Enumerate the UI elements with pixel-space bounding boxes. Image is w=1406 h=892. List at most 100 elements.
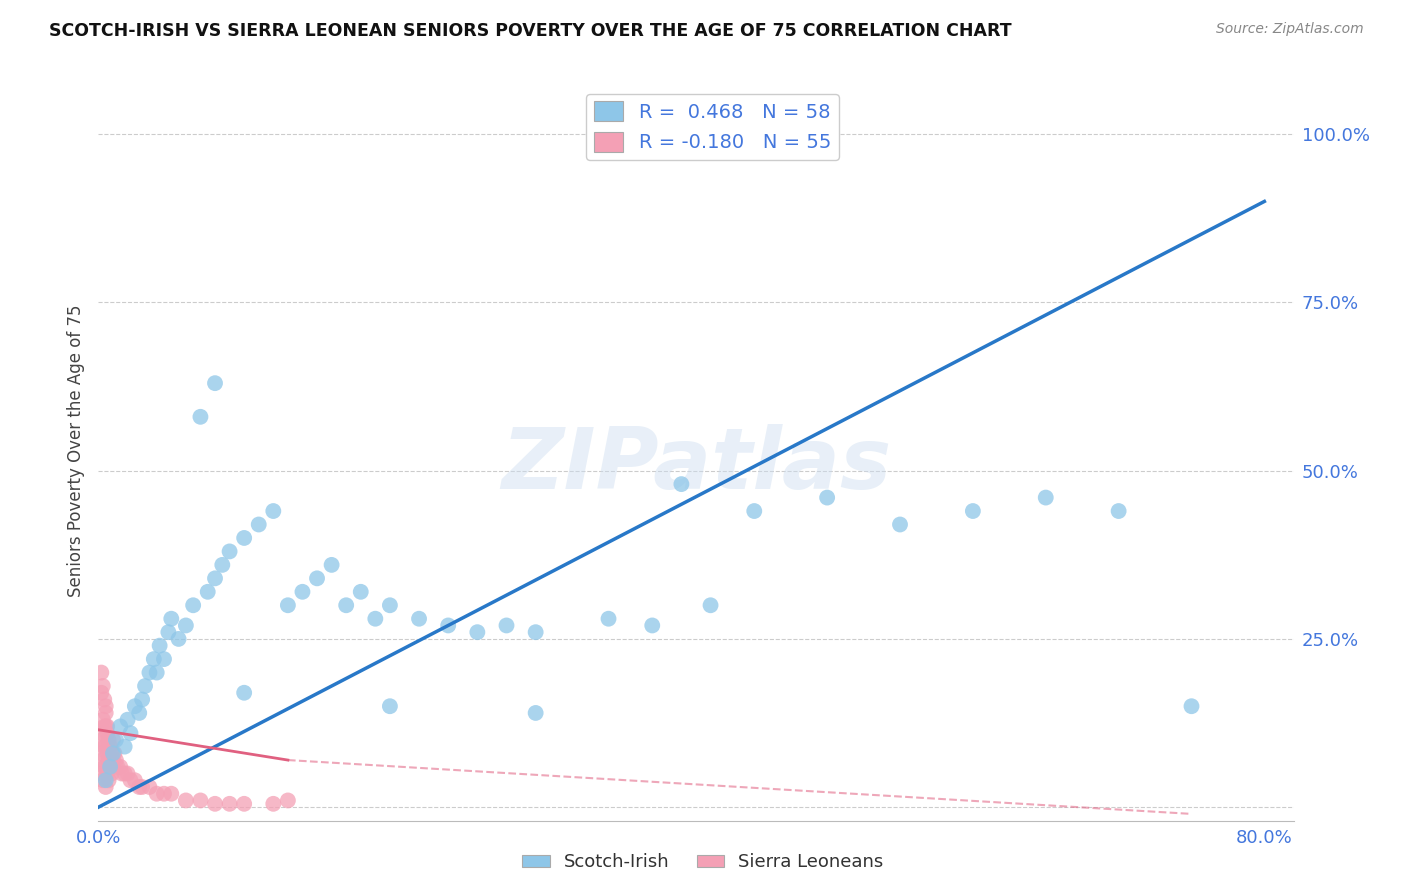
Point xyxy=(128,706,150,720)
Point xyxy=(1180,699,1202,714)
Point xyxy=(124,773,146,788)
Point xyxy=(149,639,172,653)
Point xyxy=(218,797,240,811)
Point xyxy=(94,739,117,754)
Point xyxy=(91,679,114,693)
Point xyxy=(110,760,132,774)
Point xyxy=(101,732,124,747)
Point xyxy=(233,797,256,811)
Point xyxy=(90,747,112,761)
Point xyxy=(291,584,314,599)
Point xyxy=(93,739,115,754)
Point xyxy=(94,719,117,733)
Point xyxy=(160,612,183,626)
Point xyxy=(138,665,160,680)
Point xyxy=(174,793,197,807)
Point xyxy=(742,504,765,518)
Point xyxy=(93,719,115,733)
Point xyxy=(94,699,117,714)
Point xyxy=(211,558,233,572)
Point xyxy=(495,618,517,632)
Point xyxy=(117,766,139,780)
Point xyxy=(181,599,204,613)
Point xyxy=(101,747,124,761)
Point xyxy=(91,773,114,788)
Point xyxy=(204,571,226,585)
Point xyxy=(1035,491,1057,505)
Point xyxy=(134,679,156,693)
Point xyxy=(598,612,620,626)
Point xyxy=(131,692,153,706)
Point xyxy=(262,797,284,811)
Point xyxy=(197,584,219,599)
Point xyxy=(90,686,112,700)
Point xyxy=(350,584,373,599)
Point xyxy=(153,652,176,666)
Point xyxy=(96,719,118,733)
Point xyxy=(94,760,117,774)
Point xyxy=(167,632,190,646)
Point xyxy=(204,797,226,811)
Point xyxy=(277,599,299,613)
Point xyxy=(114,739,136,754)
Legend: R =  0.468   N = 58, R = -0.180   N = 55: R = 0.468 N = 58, R = -0.180 N = 55 xyxy=(586,94,839,160)
Point xyxy=(91,732,114,747)
Point xyxy=(101,753,124,767)
Point xyxy=(247,517,270,532)
Point xyxy=(962,504,984,518)
Point xyxy=(94,706,117,720)
Point xyxy=(105,760,128,774)
Point xyxy=(524,706,547,720)
Point xyxy=(437,618,460,632)
Point xyxy=(94,773,117,788)
Point xyxy=(142,652,165,666)
Point xyxy=(93,760,115,774)
Point xyxy=(524,625,547,640)
Point xyxy=(94,780,117,794)
Point xyxy=(100,747,122,761)
Text: ZIPatlas: ZIPatlas xyxy=(501,424,891,507)
Point xyxy=(641,618,664,632)
Point xyxy=(114,766,136,780)
Point xyxy=(97,753,120,767)
Point xyxy=(90,726,112,740)
Point xyxy=(104,732,127,747)
Point xyxy=(98,760,121,774)
Point xyxy=(103,747,125,761)
Point xyxy=(138,780,160,794)
Point xyxy=(408,612,430,626)
Point xyxy=(467,625,489,640)
Point xyxy=(671,477,693,491)
Point xyxy=(120,773,142,788)
Point xyxy=(190,409,212,424)
Point xyxy=(96,726,118,740)
Point xyxy=(100,766,122,780)
Point xyxy=(104,753,127,767)
Point xyxy=(96,747,118,761)
Point xyxy=(364,612,387,626)
Point xyxy=(204,376,226,391)
Point xyxy=(321,558,343,572)
Point xyxy=(124,699,146,714)
Text: SCOTCH-IRISH VS SIERRA LEONEAN SENIORS POVERTY OVER THE AGE OF 75 CORRELATION CH: SCOTCH-IRISH VS SIERRA LEONEAN SENIORS P… xyxy=(49,22,1012,40)
Point xyxy=(190,793,212,807)
Point xyxy=(96,766,118,780)
Point xyxy=(218,544,240,558)
Point xyxy=(160,787,183,801)
Y-axis label: Seniors Poverty Over the Age of 75: Seniors Poverty Over the Age of 75 xyxy=(66,304,84,597)
Point xyxy=(131,780,153,794)
Point xyxy=(305,571,328,585)
Point xyxy=(145,787,167,801)
Point xyxy=(90,766,112,780)
Point xyxy=(93,692,115,706)
Point xyxy=(378,599,401,613)
Point xyxy=(120,726,142,740)
Point xyxy=(378,699,401,714)
Point xyxy=(262,504,284,518)
Point xyxy=(91,713,114,727)
Point xyxy=(157,625,180,640)
Point xyxy=(153,787,176,801)
Point xyxy=(117,713,139,727)
Legend: Scotch-Irish, Sierra Leoneans: Scotch-Irish, Sierra Leoneans xyxy=(515,847,891,879)
Point xyxy=(233,531,256,545)
